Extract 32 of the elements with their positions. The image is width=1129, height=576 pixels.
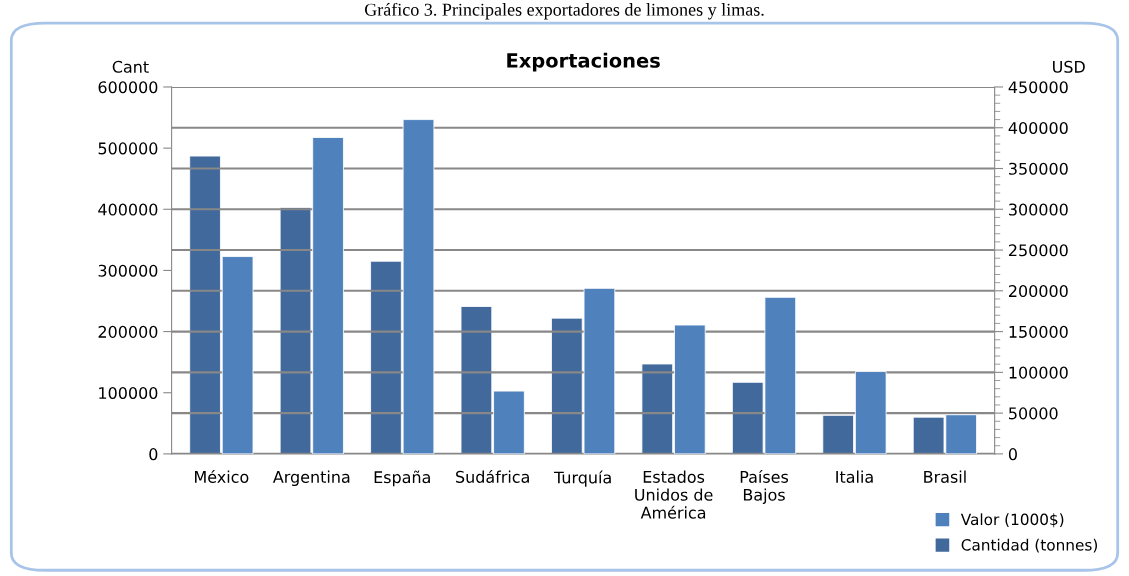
x-tick-label: Italia: [836, 470, 873, 483]
y2-tick-label: 350000: [1009, 162, 1068, 175]
y2-tick-label: 450000: [1008, 81, 1068, 94]
x-tick-label: España: [374, 470, 430, 487]
x-tick-label: Brasil: [924, 470, 966, 483]
text: Gráfico 3. Principales exportadores de limones y limas.: [364, 2, 764, 20]
x-tick-label: Sudáfrica: [456, 469, 529, 483]
y2-tick-label: 0: [1008, 448, 1017, 461]
y-tick-label: 0: [149, 448, 158, 461]
y-tick-label: 600000: [98, 81, 158, 94]
y2-tick-label: 150000: [1009, 325, 1068, 338]
chart-title: Exportaciones: [507, 52, 660, 72]
y-axis-title: Cant: [112, 60, 149, 73]
y-tick-label: 500000: [98, 142, 158, 155]
legend-label: Valor (1000$): [960, 513, 1064, 528]
y2-tick-label: 300000: [1009, 203, 1068, 216]
x-tick-label: Estados Unidos de América: [635, 470, 713, 519]
y2-axis-title: USD: [1053, 60, 1085, 73]
y-tick-label: 400000: [98, 203, 158, 216]
y-tick-label: 100000: [99, 386, 158, 400]
x-tick-label: México: [195, 469, 249, 483]
y-tick-label: 200000: [98, 325, 158, 338]
y-tick-label: 300000: [98, 264, 158, 277]
y2-tick-label: 400000: [1008, 121, 1068, 135]
y2-tick-label: 200000: [1009, 285, 1068, 298]
legend-label: Cantidad (tonnes): [961, 538, 1097, 553]
y2-tick-label: 100000: [1009, 366, 1068, 379]
y2-tick-label: 50000: [1009, 407, 1058, 420]
x-tick-label: Argentina: [272, 470, 350, 487]
x-tick-label: Turquía: [553, 470, 611, 487]
y2-tick-label: 250000: [1009, 244, 1068, 257]
x-tick-label: Países Bajos: [740, 469, 789, 504]
